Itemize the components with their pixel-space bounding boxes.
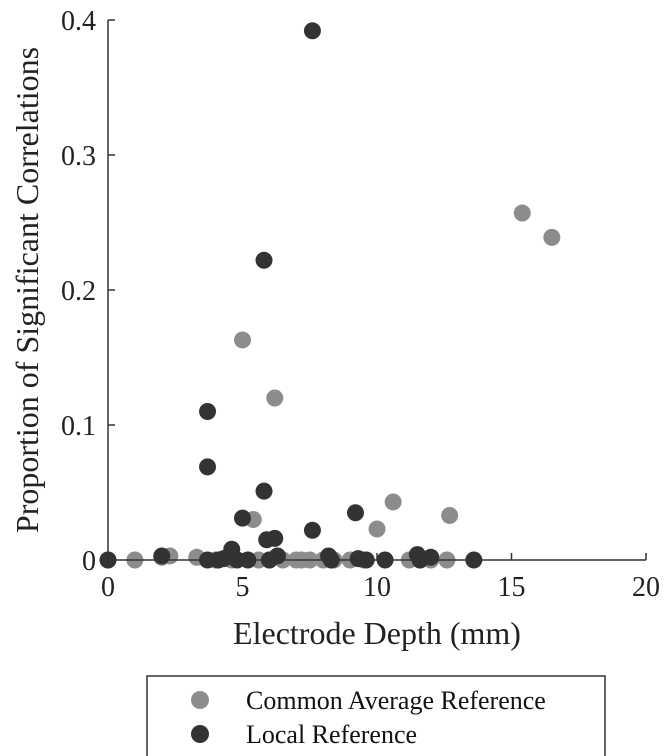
data-point xyxy=(513,204,531,222)
y-axis-label: Proportion of Significant Correlations xyxy=(9,47,45,533)
y-tick-label: 0.4 xyxy=(61,6,96,37)
data-point xyxy=(255,251,273,269)
data-point xyxy=(153,547,171,565)
x-tick-label: 15 xyxy=(498,572,526,603)
data-point xyxy=(303,22,321,40)
data-point xyxy=(234,509,251,527)
data-point xyxy=(255,482,273,500)
data-point xyxy=(384,493,402,511)
x-axis-label: Electrode Depth (mm) xyxy=(233,615,521,651)
x-tick-label: 5 xyxy=(236,572,250,603)
data-point xyxy=(266,529,284,547)
data-point xyxy=(199,458,217,476)
y-tick-label: 0.3 xyxy=(61,141,96,172)
points-layer xyxy=(99,22,561,569)
x-tick-label: 20 xyxy=(632,572,660,603)
axes: 0 5 10 15 20 0 0.1 0.2 0.3 0.4 xyxy=(61,6,660,603)
legend-marker xyxy=(191,691,209,709)
data-point xyxy=(346,504,364,522)
data-point xyxy=(234,331,251,349)
legend: Common Average Reference Local Reference xyxy=(146,675,606,756)
legend-entry: Common Average Reference xyxy=(246,686,546,715)
x-tick-label: 0 xyxy=(101,572,115,603)
data-point xyxy=(368,520,386,538)
data-point xyxy=(266,389,284,407)
series-local-reference xyxy=(99,22,483,569)
y-tick-label: 0 xyxy=(82,546,96,577)
data-point xyxy=(199,403,217,420)
legend-marker xyxy=(191,725,209,743)
x-tick-label: 10 xyxy=(363,572,391,603)
legend-entry: Local Reference xyxy=(246,720,417,749)
data-point xyxy=(543,228,561,246)
y-tick-label: 0.2 xyxy=(61,276,96,307)
legend-box xyxy=(146,675,606,756)
data-point xyxy=(422,548,440,566)
data-point xyxy=(303,521,321,539)
series-common-average-reference xyxy=(99,204,561,569)
data-point xyxy=(268,547,286,565)
data-point xyxy=(441,506,459,524)
y-tick-label: 0.1 xyxy=(61,411,96,442)
